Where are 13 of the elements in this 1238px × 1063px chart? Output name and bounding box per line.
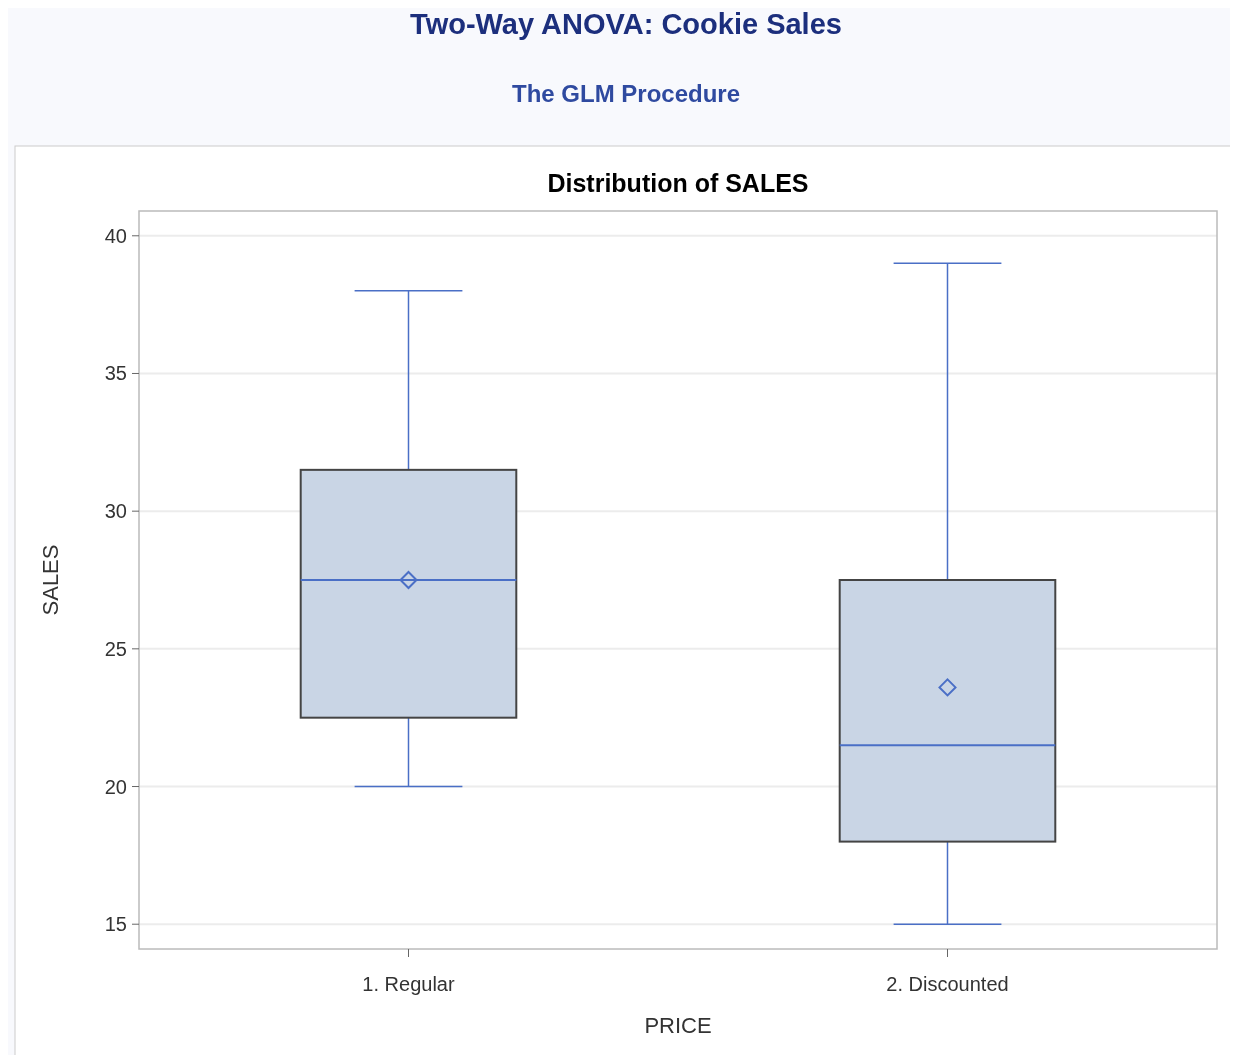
y-tick-label: 40: [104, 224, 127, 247]
x-tick-label: 1. Regular: [362, 973, 455, 995]
y-axis-title: SALES: [38, 544, 63, 616]
y-tick-label: 35: [104, 362, 127, 385]
chart-title: Two-Way ANOVA: Cookie Sales: [410, 8, 842, 40]
chart-subtitle: The GLM Procedure: [511, 80, 741, 107]
y-tick-label: 20: [104, 775, 127, 798]
text: Distribution of SALES: [547, 169, 809, 197]
y-tick-label: 30: [104, 500, 127, 523]
y-tick-label: 15: [104, 913, 127, 936]
x-axis-title: PRICE: [644, 1013, 712, 1038]
y-tick-label: 25: [104, 637, 127, 660]
x-tick-label: 2. Discounted: [886, 973, 1009, 995]
